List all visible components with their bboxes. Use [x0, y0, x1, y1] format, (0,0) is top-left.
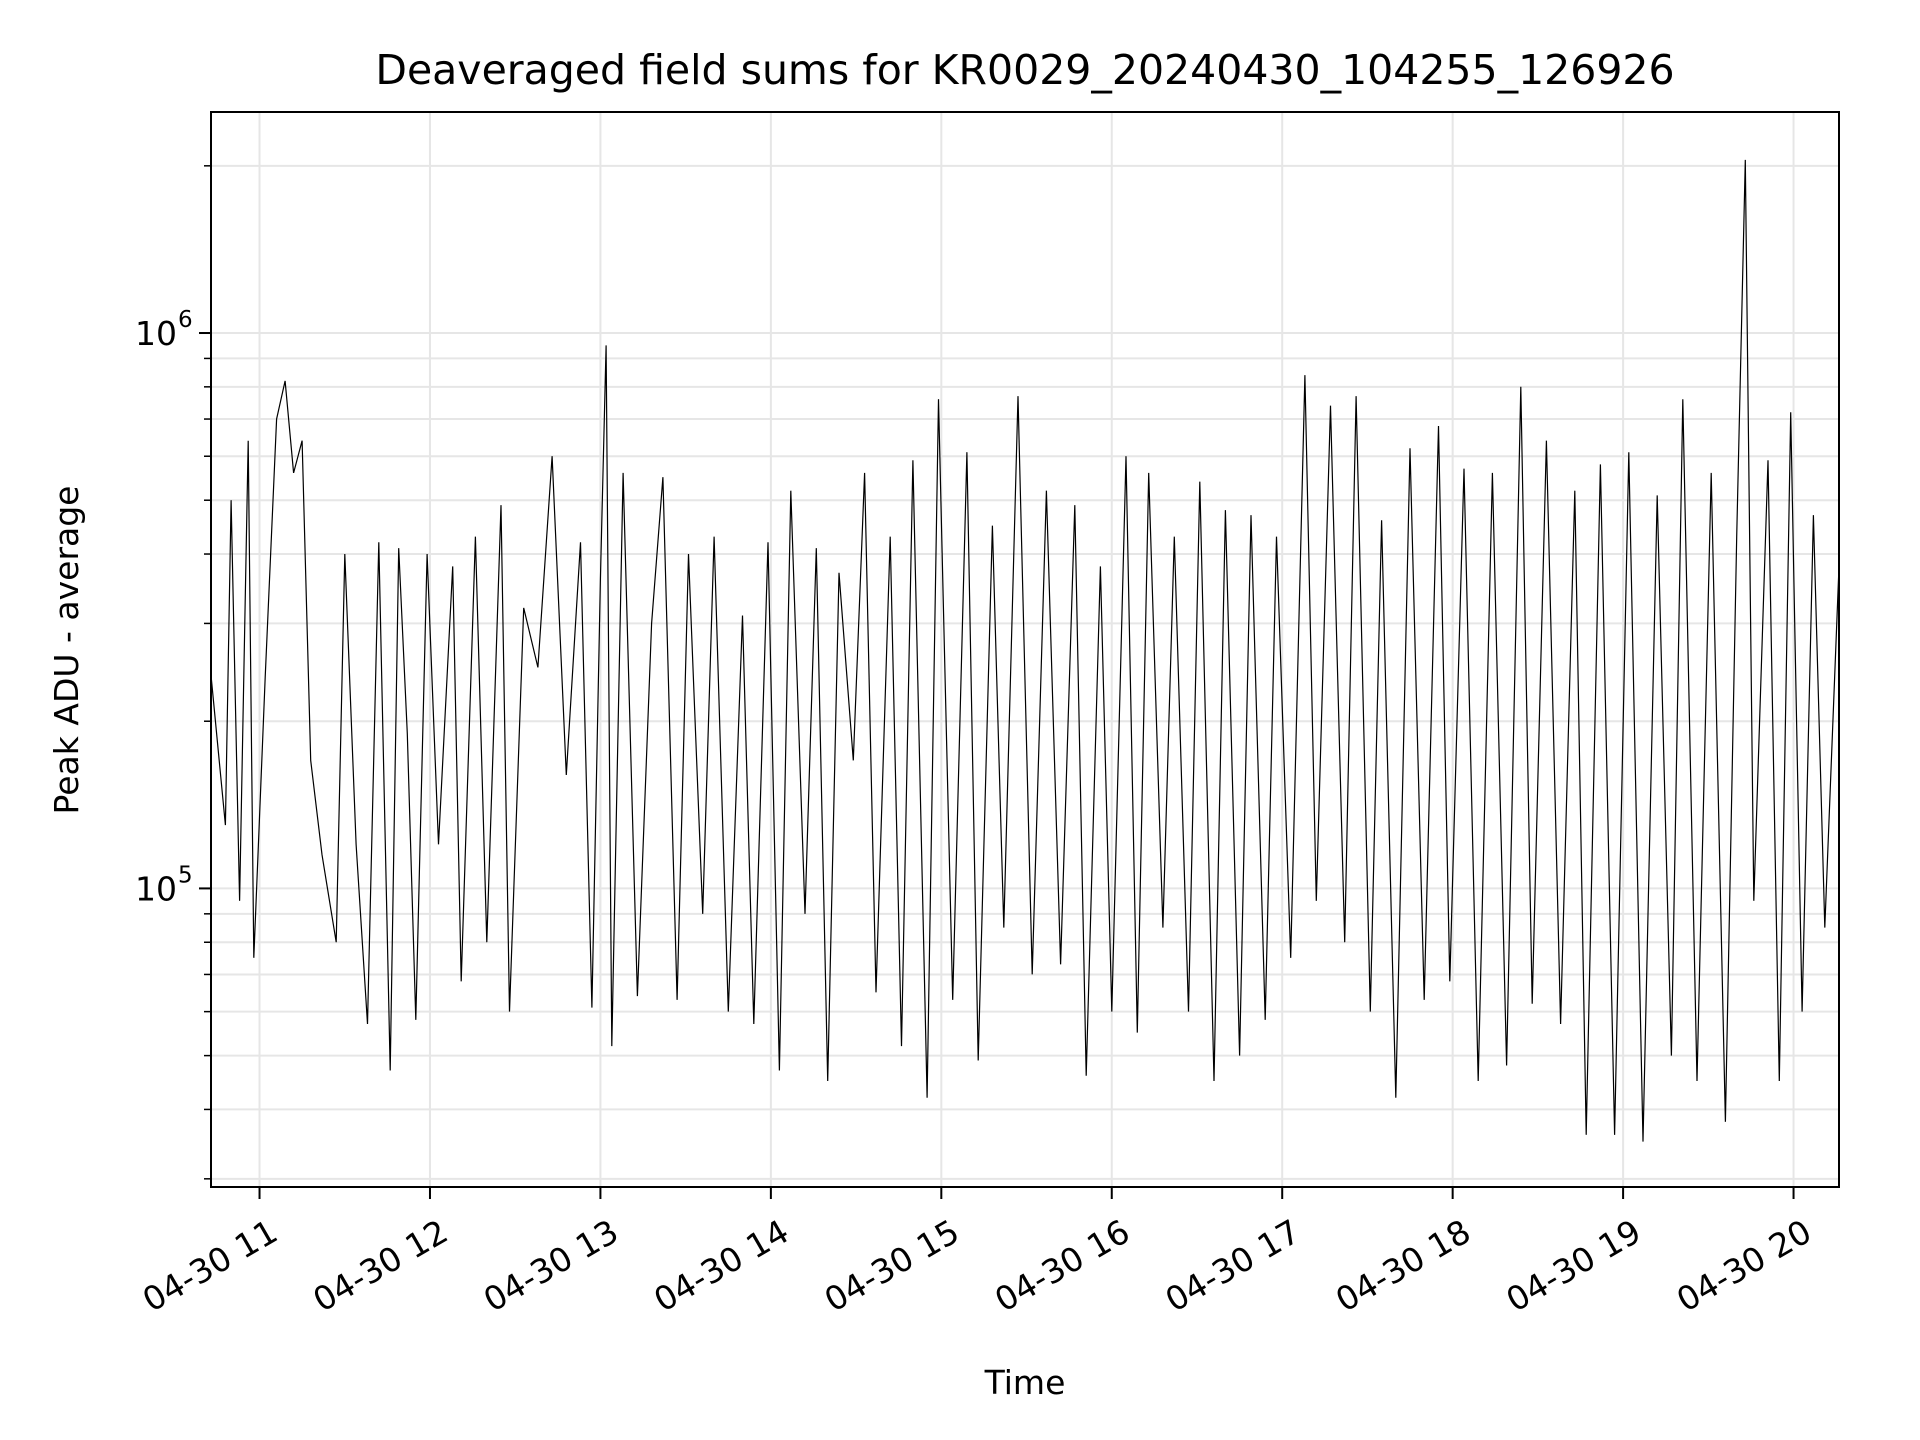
y-tick-label: 10	[135, 314, 177, 353]
series-line	[210, 159, 1840, 1142]
y-axis-label: Peak ADU - average	[47, 486, 86, 815]
y-gridlines	[211, 164, 1839, 1180]
y-tick-exponent: 6	[178, 307, 193, 333]
y-tick-exponent: 5	[178, 862, 193, 888]
chart-title: Deaveraged field sums for KR0029_2024043…	[375, 46, 1674, 94]
y-tick-label: 10	[135, 869, 177, 908]
plot-frame	[210, 111, 1840, 1188]
x-gridlines	[258, 112, 1795, 1187]
x-axis-label: Time	[984, 1363, 1066, 1402]
